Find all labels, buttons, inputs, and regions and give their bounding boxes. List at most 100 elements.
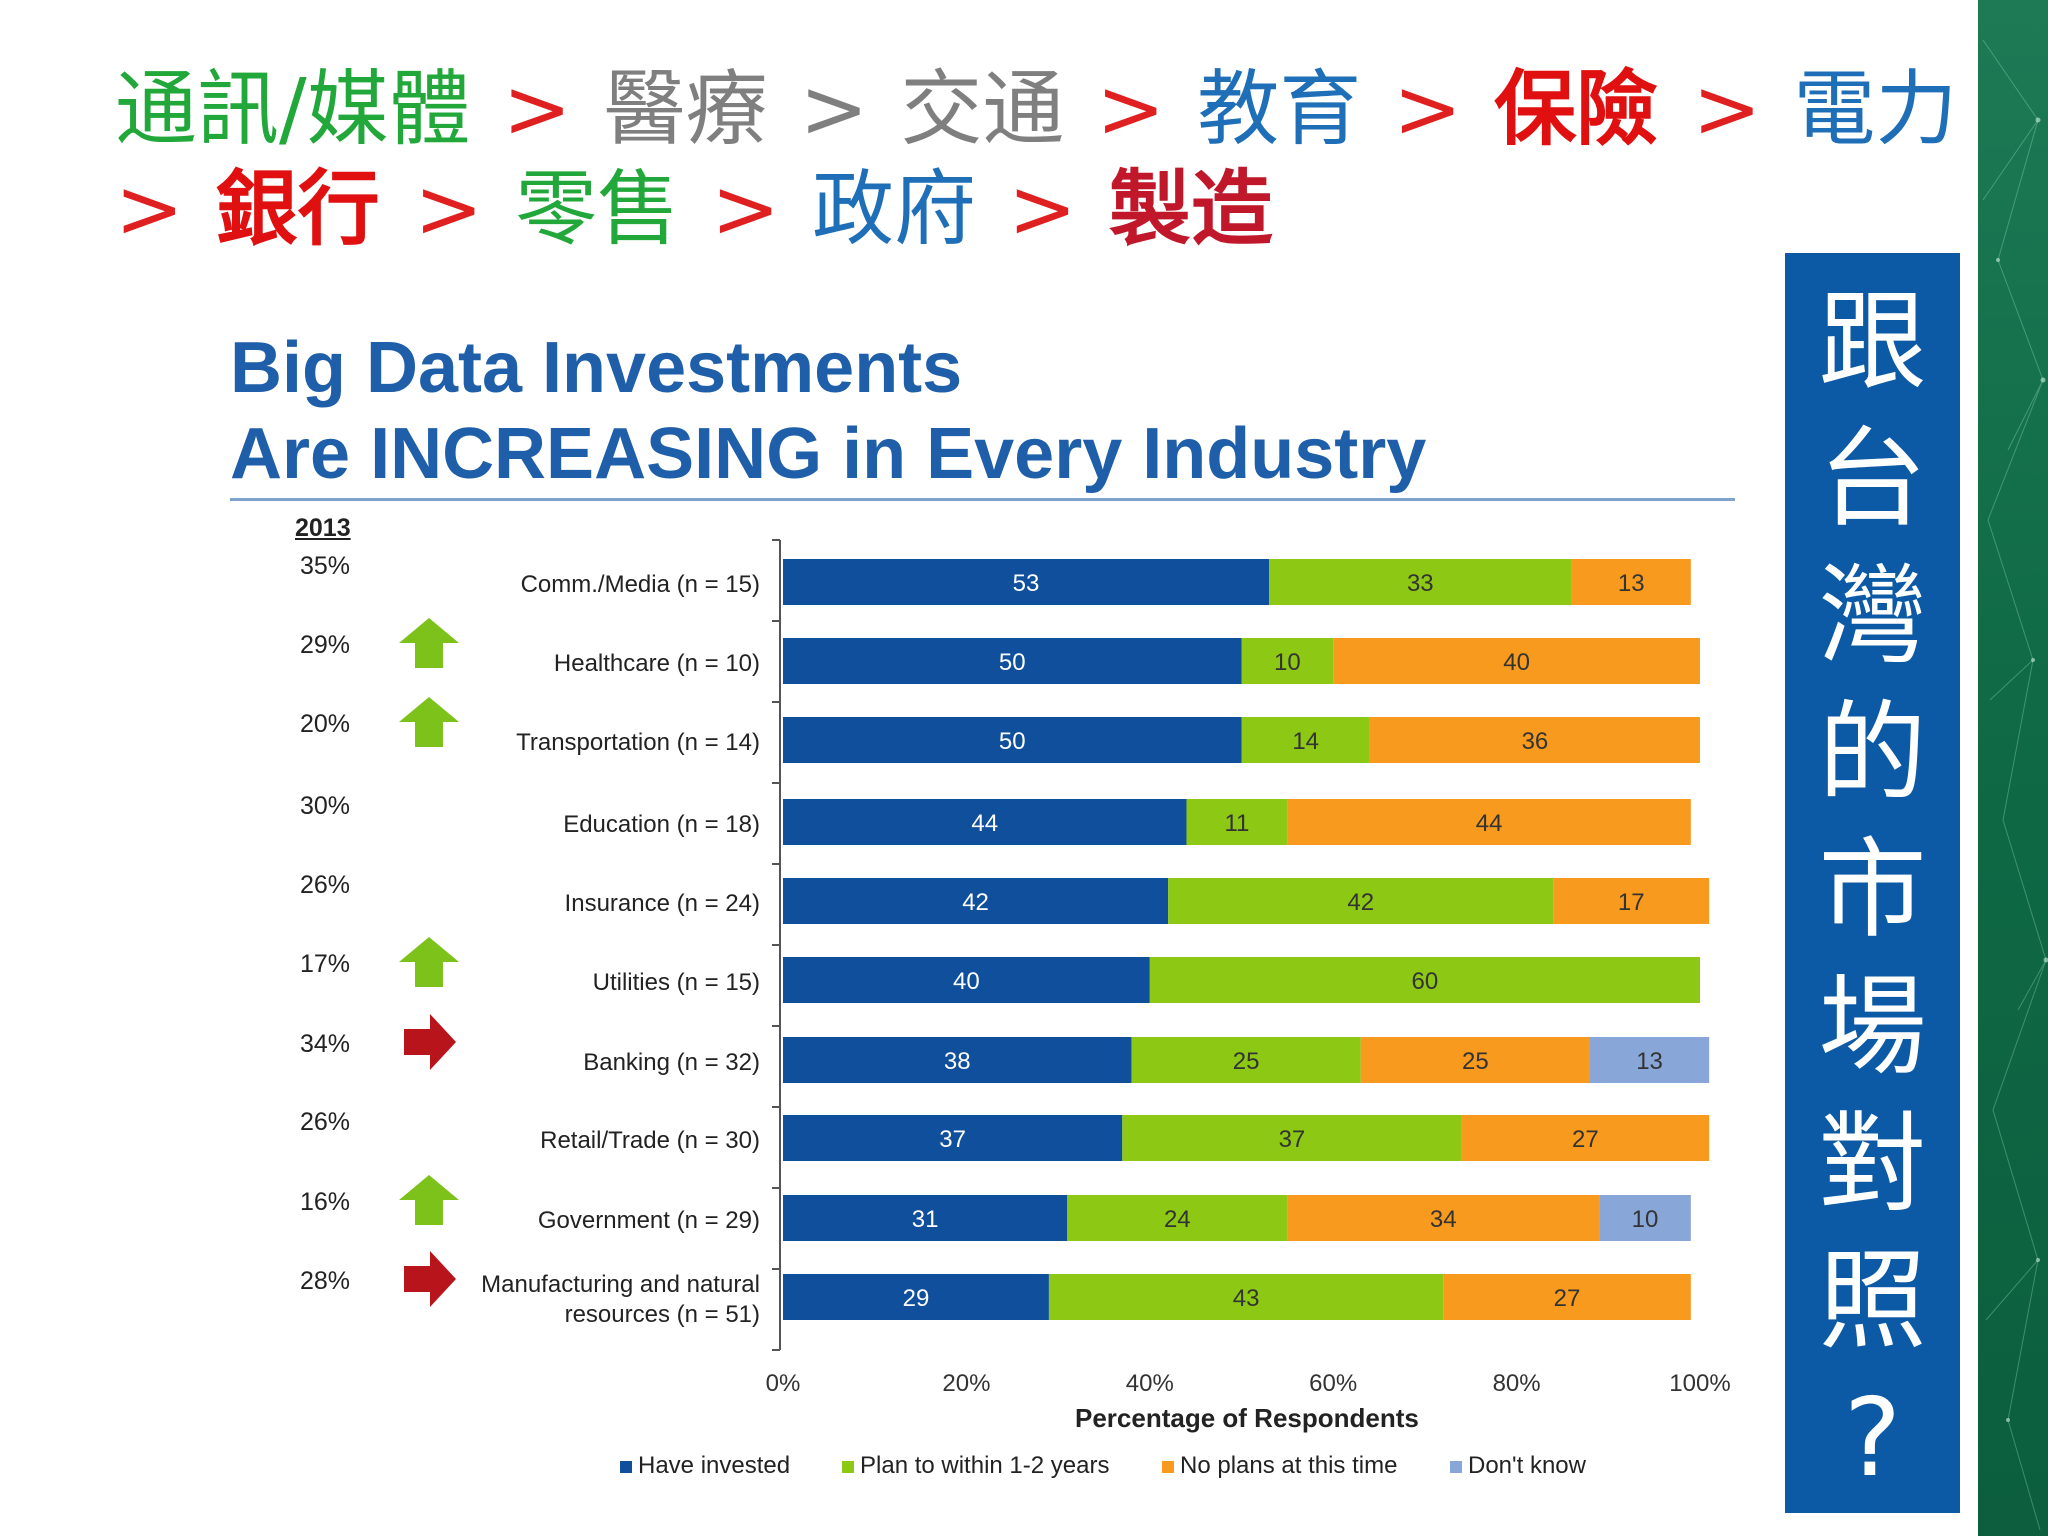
data-label: 36 — [1522, 728, 1549, 755]
data-label: 13 — [1636, 1048, 1663, 1075]
title-divider — [230, 498, 1735, 501]
bar-segment-plan-to-within-1-2-years — [1122, 1115, 1462, 1161]
data-label: 27 — [1554, 1285, 1581, 1312]
heading-industry: 製造 — [1108, 162, 1273, 257]
bar-segment-have-invested — [783, 638, 1242, 684]
bar-segment-no-plans-at-this-time — [1287, 1195, 1600, 1241]
data-label: 43 — [1233, 1285, 1260, 1312]
heading-industry: 保險 — [1494, 62, 1687, 157]
year-2013-value: 28% — [300, 1267, 350, 1295]
legend-label: No plans at this time — [1180, 1452, 1398, 1479]
category-label: Retail/Trade (n = 30) — [540, 1127, 760, 1154]
right-arrow-icon — [404, 1251, 456, 1307]
network-pattern-icon — [1982, 39, 2048, 1531]
x-tick-label: 80% — [1493, 1370, 1541, 1397]
legend-label: Don't know — [1468, 1452, 1586, 1479]
data-label: 24 — [1164, 1206, 1191, 1233]
bar-segment-plan-to-within-1-2-years — [1241, 638, 1334, 684]
data-label: 42 — [962, 889, 989, 916]
category-label: Manufacturing and natural — [481, 1271, 760, 1298]
data-label: 40 — [953, 968, 980, 995]
side-box-char: 場 — [1818, 965, 1927, 1090]
legend-swatch — [620, 1460, 632, 1473]
legend-swatch — [1450, 1460, 1462, 1473]
bar-segment-plan-to-within-1-2-years — [1168, 878, 1554, 924]
legend-label: Have invested — [638, 1452, 791, 1479]
data-label: 37 — [939, 1126, 966, 1153]
legend-label: Plan to within 1-2 years — [860, 1452, 1110, 1479]
year-2013-value: 16% — [300, 1188, 350, 1216]
data-label: 13 — [1618, 570, 1645, 597]
right-arrow-icon — [404, 1014, 456, 1070]
data-label: 53 — [1013, 570, 1040, 597]
bar-segment-don-t-know — [1589, 1037, 1710, 1083]
chart-legend: Have invested Plan to within 1-2 years No … — [620, 1452, 1720, 1492]
data-label: 34 — [1430, 1206, 1457, 1233]
bar-segment-plan-to-within-1-2-years — [1149, 957, 1700, 1003]
heading-industry: 零售 — [515, 162, 706, 257]
heading-separator: > — [502, 62, 598, 157]
heading-line-1: 通訊/媒體 > 醫療 > 交通 > 教育 > 保險 > 電力 — [115, 60, 1957, 160]
up-arrow-icon — [399, 618, 459, 668]
year-2013-value: 35% — [300, 552, 350, 580]
x-axis-title: Percentage of Respondents — [1075, 1403, 1419, 1433]
legend-swatch — [842, 1460, 854, 1473]
heading-separator: > — [1393, 62, 1489, 157]
data-label: 29 — [903, 1285, 930, 1312]
up-arrow-icon — [399, 937, 459, 987]
data-label: 33 — [1407, 570, 1434, 597]
category-label: Banking (n = 32) — [583, 1049, 760, 1076]
category-label: Transportation (n = 14) — [516, 729, 760, 756]
heading-industry: 教育 — [1197, 62, 1388, 157]
data-label: 11 — [1224, 810, 1249, 837]
heading-industry: 銀行 — [215, 162, 409, 257]
bar-segment-plan-to-within-1-2-years — [1131, 1037, 1361, 1083]
x-tick-label: 0% — [766, 1370, 801, 1397]
bar-segment-no-plans-at-this-time — [1287, 799, 1691, 845]
year-2013-value: 26% — [300, 871, 350, 899]
stacked-bar-chart: 53 33 13 Comm./Media (n = 15) 35% 50 10 40 Healt… — [300, 539, 1731, 1397]
data-label: 38 — [944, 1048, 971, 1075]
bar-segment-have-invested — [783, 1274, 1049, 1320]
side-box-char: 灣 — [1818, 554, 1927, 679]
bar-segment-plan-to-within-1-2-years — [1269, 559, 1572, 605]
legend-swatch — [1162, 1460, 1174, 1473]
bar-segment-no-plans-at-this-time — [1369, 717, 1700, 763]
year-2013-value: 17% — [300, 950, 350, 978]
heading-separator: > — [115, 162, 210, 257]
heading-industry: 電力 — [1793, 62, 1958, 157]
vertical-question-box: 跟台灣的市場對照? — [1785, 253, 1960, 1513]
bar-segment-plan-to-within-1-2-years — [1048, 1274, 1444, 1320]
bar-segment-no-plans-at-this-time — [1333, 638, 1700, 684]
bar-segment-no-plans-at-this-time — [1443, 1274, 1691, 1320]
bar-segment-have-invested — [783, 559, 1270, 605]
bar-segment-have-invested — [783, 799, 1187, 845]
category-label: Insurance (n = 24) — [565, 890, 760, 917]
data-label: 42 — [1347, 889, 1374, 916]
heading-separator: > — [1692, 62, 1788, 157]
bar-segment-have-invested — [783, 1195, 1068, 1241]
x-tick-label: 100% — [1669, 1370, 1730, 1397]
data-label: 31 — [912, 1206, 939, 1233]
x-tick-label: 60% — [1309, 1370, 1357, 1397]
side-box-char: 對 — [1818, 1102, 1927, 1227]
bar-segment-plan-to-within-1-2-years — [1241, 717, 1370, 763]
data-label: 60 — [1412, 968, 1439, 995]
heading-industry: 政府 — [811, 162, 1003, 257]
data-label: 14 — [1292, 728, 1319, 755]
legend-item: Don't know — [1450, 1452, 1586, 1480]
data-label: 50 — [999, 649, 1026, 676]
year-2013-value: 26% — [300, 1108, 350, 1136]
heading-industry: 醫療 — [603, 62, 794, 157]
heading-separator: > — [799, 62, 895, 157]
bar-segment-have-invested — [783, 1115, 1123, 1161]
year-2013-value: 20% — [300, 710, 350, 738]
heading-separator: > — [1008, 162, 1103, 257]
bar-segment-no-plans-at-this-time — [1360, 1037, 1590, 1083]
year-column-header: 2013 — [295, 514, 351, 542]
x-tick-label: 40% — [1126, 1370, 1174, 1397]
heading-industry: 交通 — [900, 62, 1091, 157]
category-label: Healthcare (n = 10) — [554, 650, 760, 677]
chart-title: Big Data Investments Are INCREASING in E… — [230, 325, 1426, 497]
category-label: Comm./Media (n = 15) — [521, 571, 760, 598]
